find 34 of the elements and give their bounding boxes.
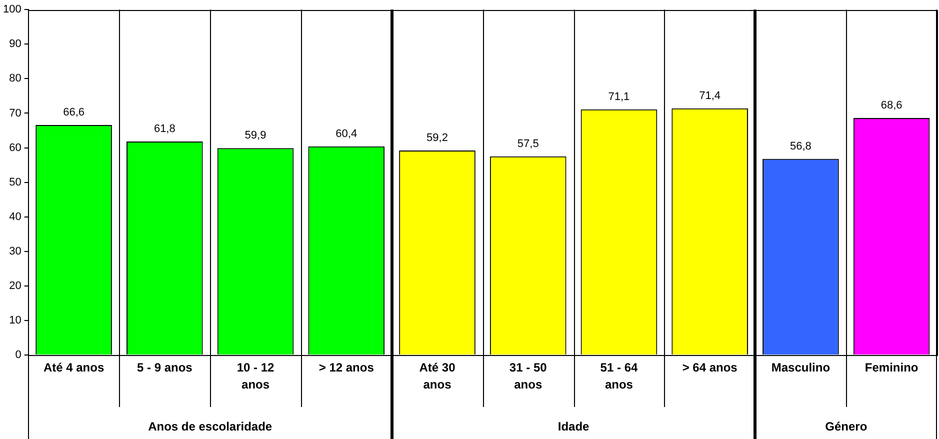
x-tick-label: 5 - 9 anos bbox=[136, 360, 193, 374]
x-tick-label: Masculino bbox=[771, 360, 830, 374]
y-tick-label: 0 bbox=[15, 349, 22, 362]
y-tick-label: 60 bbox=[9, 142, 22, 154]
y-tick-label: 10 bbox=[9, 314, 22, 326]
data-label: 59,9 bbox=[244, 130, 266, 142]
x-tick-label: Até 30 anos bbox=[419, 360, 456, 392]
x-tick-label: Até 4 anos bbox=[43, 360, 104, 374]
y-tick-label: 70 bbox=[9, 107, 22, 120]
x-tick-label: Feminino bbox=[864, 360, 918, 374]
data-label: 68,6 bbox=[880, 100, 902, 112]
data-label: 61,8 bbox=[154, 123, 176, 136]
x-tick-label: > 12 anos bbox=[318, 360, 374, 374]
y-tick-label: 30 bbox=[9, 245, 22, 258]
x-tick-label: 51 - 64 anos bbox=[600, 360, 638, 392]
text: Género bbox=[825, 419, 868, 434]
y-tick-label: 20 bbox=[9, 280, 22, 292]
text: Anos de escolaridade bbox=[148, 419, 272, 434]
text: Idade bbox=[558, 419, 590, 434]
x-tick-label: > 64 anos bbox=[682, 360, 738, 374]
data-label: 57,5 bbox=[517, 138, 539, 150]
data-label: 60,4 bbox=[336, 128, 358, 140]
y-tick-label: 50 bbox=[9, 176, 22, 188]
y-tick-label: 80 bbox=[9, 72, 22, 85]
data-label: 59,2 bbox=[426, 132, 448, 144]
y-tick-label: 90 bbox=[9, 38, 22, 50]
x-tick-label: 31 - 50 anos bbox=[509, 360, 548, 392]
data-label: 71,1 bbox=[608, 90, 630, 103]
y-tick-label: 100 bbox=[2, 4, 22, 16]
x-tick-label: 10 - 12 anos bbox=[236, 360, 275, 392]
data-label: 66,6 bbox=[63, 106, 84, 118]
y-tick-label: 40 bbox=[9, 210, 22, 223]
data-label: 71,4 bbox=[699, 90, 721, 102]
data-label: 56,8 bbox=[790, 140, 812, 152]
